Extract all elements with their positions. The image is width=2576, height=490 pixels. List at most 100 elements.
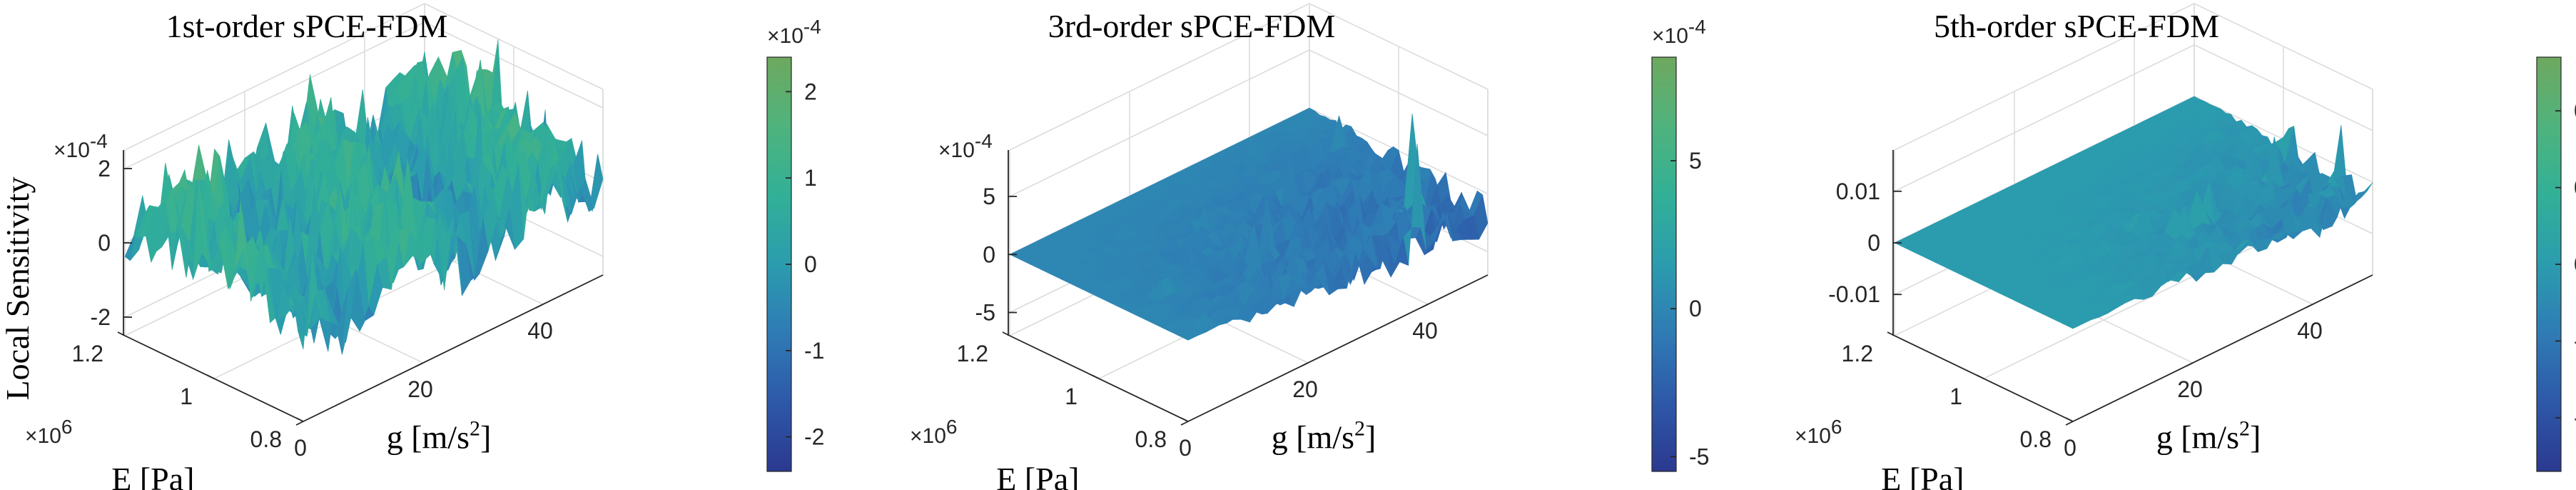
- y-axis-label: Local Sensitivity: [0, 176, 36, 400]
- g-tick: [1300, 362, 1309, 367]
- box-edge: [1309, 3, 1489, 90]
- surface-patch: [2067, 321, 2083, 329]
- colorbar-tick-label: -1: [804, 338, 824, 364]
- surface-patch: [2358, 182, 2373, 194]
- e-axis-label: E [Pa]: [111, 461, 194, 490]
- g-tick: [1180, 421, 1189, 426]
- axes: 5 0 -5 ×10-4 1.2 1 0.8 ×106 E [Pa] 0 20 40 g [m/s2]: [910, 130, 1489, 490]
- colorbar-tick-label: 0: [1689, 296, 1702, 321]
- z-tick-label: 0: [98, 230, 111, 256]
- e-tick: [2065, 417, 2074, 422]
- g-axis-label: g [m/s2]: [2156, 417, 2261, 456]
- e-tick-label: 1: [180, 384, 193, 409]
- g-axis-line: [303, 274, 604, 422]
- z-tick-label: -2: [91, 304, 111, 330]
- g-tick-label: 0: [294, 435, 307, 461]
- colorbar-tick-label: 0.01: [2574, 98, 2576, 124]
- e-tick-label: 0.8: [2020, 426, 2052, 452]
- surface: [124, 39, 604, 355]
- box-edge: [424, 3, 604, 90]
- surface-patch: [1182, 333, 1198, 341]
- z-tick-label: 0: [983, 241, 995, 267]
- g-tick: [295, 421, 304, 426]
- g-axis-line: [2072, 274, 2373, 422]
- panel-5th-order: 0.01 0 -0.01 1.2 1 0.8 ×106 E [Pa] 0 20 40 g [m/s2]…: [1795, 3, 2576, 490]
- chart-title: 3rd-order sPCE-FDM: [1048, 8, 1335, 44]
- colorbar: [1652, 57, 1676, 471]
- colorbar-tick-label: 0.005: [2574, 175, 2576, 201]
- panel-3rd-order: 5 0 -5 ×10-4 1.2 1 0.8 ×106 E [Pa] 0 20 40 g [m/s2] 3…: [910, 3, 1709, 490]
- g-tick: [2065, 421, 2074, 426]
- e-tick-label: 0.8: [1135, 426, 1167, 452]
- g-tick: [2305, 304, 2313, 309]
- z-axis-exponent: ×10-4: [938, 130, 993, 162]
- e-tick-label: 1.2: [957, 341, 988, 366]
- colorbar-tick-label: 0: [2574, 251, 2576, 277]
- g-tick-label: 40: [527, 318, 553, 344]
- e-axis-exponent: ×106: [1795, 416, 1842, 448]
- colorbar-tick-label: 0: [804, 251, 817, 277]
- colorbar-tick-label: 1: [804, 165, 817, 191]
- g-axis-line: [1187, 274, 1489, 422]
- box-edge: [1009, 3, 1310, 151]
- g-tick-label: 0: [2064, 435, 2076, 461]
- g-tick: [415, 362, 424, 367]
- colorbar-tick-label: -0.01: [2574, 405, 2576, 431]
- e-tick: [1976, 374, 1984, 379]
- surface: [1009, 107, 1489, 341]
- e-tick-label: 1.2: [1842, 341, 1873, 366]
- e-tick-label: 1.2: [72, 341, 103, 366]
- e-tick: [1091, 374, 1100, 379]
- chart-title: 5th-order sPCE-FDM: [1934, 8, 2219, 44]
- g-tick: [1420, 304, 1429, 309]
- z-tick-label: 5: [983, 184, 995, 209]
- colorbar-border: [1651, 56, 1677, 472]
- g-tick-label: 40: [2297, 318, 2323, 344]
- colorbar-tick-label: -2: [804, 424, 824, 450]
- e-tick: [1002, 331, 1010, 336]
- e-tick-label: 0.8: [250, 426, 282, 452]
- e-tick: [206, 374, 215, 379]
- g-tick: [535, 304, 544, 309]
- e-tick: [295, 417, 304, 422]
- z-tick-label: -5: [975, 300, 995, 326]
- e-tick-label: 1: [1949, 384, 1962, 409]
- box-edge: [124, 3, 425, 151]
- e-tick: [1887, 331, 1895, 336]
- e-axis-label: E [Pa]: [996, 461, 1079, 490]
- e-axis-exponent: ×106: [910, 416, 957, 448]
- colorbar-tick-label: 5: [1689, 148, 1702, 174]
- colorbar-tick-label: -5: [1689, 444, 1709, 469]
- colorbar-exponent: ×10-4: [767, 16, 821, 48]
- z-tick-label: 2: [98, 156, 111, 181]
- g-axis-label: g [m/s2]: [1272, 417, 1376, 456]
- z-tick-label: -0.01: [1828, 281, 1880, 307]
- axes: 0.01 0 -0.01 1.2 1 0.8 ×106 E [Pa] 0 20 40 g [m/s2]: [1795, 150, 2373, 490]
- e-axis-exponent: ×106: [25, 416, 72, 448]
- e-tick-label: 1: [1065, 384, 1077, 409]
- chart-title: 1st-order sPCE-FDM: [166, 8, 448, 44]
- z-tick-label: 0.01: [1836, 179, 1880, 204]
- z-axis-exponent: ×10-4: [54, 130, 108, 162]
- box-edge: [2194, 3, 2373, 90]
- g-tick-label: 20: [2177, 376, 2203, 402]
- g-axis-label: g [m/s2]: [387, 417, 492, 456]
- colorbar-tick-label: 2: [804, 79, 817, 104]
- surface-patch: [298, 248, 313, 350]
- e-tick: [117, 331, 126, 336]
- g-tick-label: 20: [407, 376, 433, 402]
- surface: [1894, 96, 2373, 329]
- e-tick: [1180, 417, 1189, 422]
- g-tick-label: 0: [1179, 435, 1192, 461]
- g-tick-label: 20: [1292, 376, 1318, 402]
- g-tick: [2185, 362, 2194, 367]
- colorbar-tick-label: -0.005: [2574, 328, 2576, 354]
- colorbar-exponent: ×10-4: [1652, 16, 1706, 48]
- z-tick-label: 0: [1867, 230, 1880, 256]
- g-tick-label: 40: [1412, 318, 1438, 344]
- box-edge: [1894, 3, 2195, 151]
- e-axis-label: E [Pa]: [1881, 461, 1964, 490]
